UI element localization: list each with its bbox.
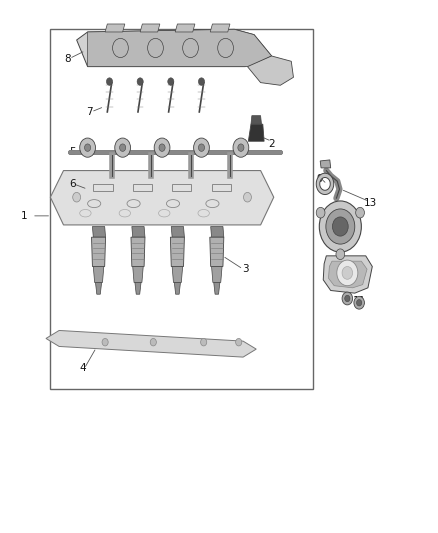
Circle shape xyxy=(319,201,361,252)
Polygon shape xyxy=(174,282,180,294)
Circle shape xyxy=(154,138,170,157)
Circle shape xyxy=(80,138,95,157)
Text: 10: 10 xyxy=(339,227,353,237)
Circle shape xyxy=(326,209,355,244)
Circle shape xyxy=(106,78,113,85)
Circle shape xyxy=(85,144,91,151)
Polygon shape xyxy=(323,256,372,293)
Polygon shape xyxy=(88,29,272,67)
Circle shape xyxy=(342,292,353,305)
Circle shape xyxy=(120,144,126,151)
Polygon shape xyxy=(248,124,264,141)
Text: 5: 5 xyxy=(69,147,76,157)
Circle shape xyxy=(354,296,364,309)
Text: 2: 2 xyxy=(268,139,275,149)
Circle shape xyxy=(332,217,348,236)
Text: 6: 6 xyxy=(69,179,76,189)
Circle shape xyxy=(168,78,174,85)
Bar xyxy=(50,29,313,389)
Polygon shape xyxy=(140,24,160,32)
Circle shape xyxy=(73,192,81,202)
Polygon shape xyxy=(320,160,331,168)
Polygon shape xyxy=(171,227,184,237)
Circle shape xyxy=(115,138,131,157)
Circle shape xyxy=(336,249,345,260)
Polygon shape xyxy=(92,227,106,237)
Polygon shape xyxy=(328,261,367,288)
Polygon shape xyxy=(50,171,274,225)
Polygon shape xyxy=(105,24,125,32)
Circle shape xyxy=(137,78,143,85)
Text: 12: 12 xyxy=(355,264,368,274)
Circle shape xyxy=(357,300,362,306)
Polygon shape xyxy=(133,266,143,282)
Polygon shape xyxy=(212,266,222,282)
Polygon shape xyxy=(93,266,104,282)
Circle shape xyxy=(198,144,205,151)
Text: 13: 13 xyxy=(364,198,377,207)
Polygon shape xyxy=(131,237,145,266)
Polygon shape xyxy=(46,330,256,357)
Circle shape xyxy=(238,144,244,151)
Text: 11: 11 xyxy=(353,296,366,306)
Polygon shape xyxy=(132,227,145,237)
Text: 7: 7 xyxy=(86,107,93,117)
Circle shape xyxy=(342,266,353,279)
Circle shape xyxy=(236,338,242,346)
Polygon shape xyxy=(175,24,195,32)
Polygon shape xyxy=(214,282,220,294)
Text: 3: 3 xyxy=(242,264,249,274)
Polygon shape xyxy=(92,237,106,266)
Polygon shape xyxy=(247,56,293,85)
Text: 8: 8 xyxy=(64,54,71,63)
Circle shape xyxy=(337,260,358,286)
Polygon shape xyxy=(77,29,272,67)
Polygon shape xyxy=(251,116,261,124)
Circle shape xyxy=(233,138,249,157)
Polygon shape xyxy=(95,282,102,294)
Polygon shape xyxy=(210,237,224,266)
Circle shape xyxy=(194,138,209,157)
Circle shape xyxy=(102,338,108,346)
Circle shape xyxy=(198,78,205,85)
Polygon shape xyxy=(135,282,141,294)
Circle shape xyxy=(345,295,350,302)
Polygon shape xyxy=(210,24,230,32)
Text: 9: 9 xyxy=(316,174,323,183)
Polygon shape xyxy=(211,227,224,237)
Circle shape xyxy=(316,207,325,218)
Circle shape xyxy=(201,338,207,346)
Text: 4: 4 xyxy=(80,363,87,373)
Circle shape xyxy=(150,338,156,346)
Text: 1: 1 xyxy=(21,211,28,221)
Circle shape xyxy=(244,192,251,202)
Circle shape xyxy=(356,207,364,218)
Polygon shape xyxy=(172,266,183,282)
Polygon shape xyxy=(170,237,184,266)
Circle shape xyxy=(159,144,165,151)
